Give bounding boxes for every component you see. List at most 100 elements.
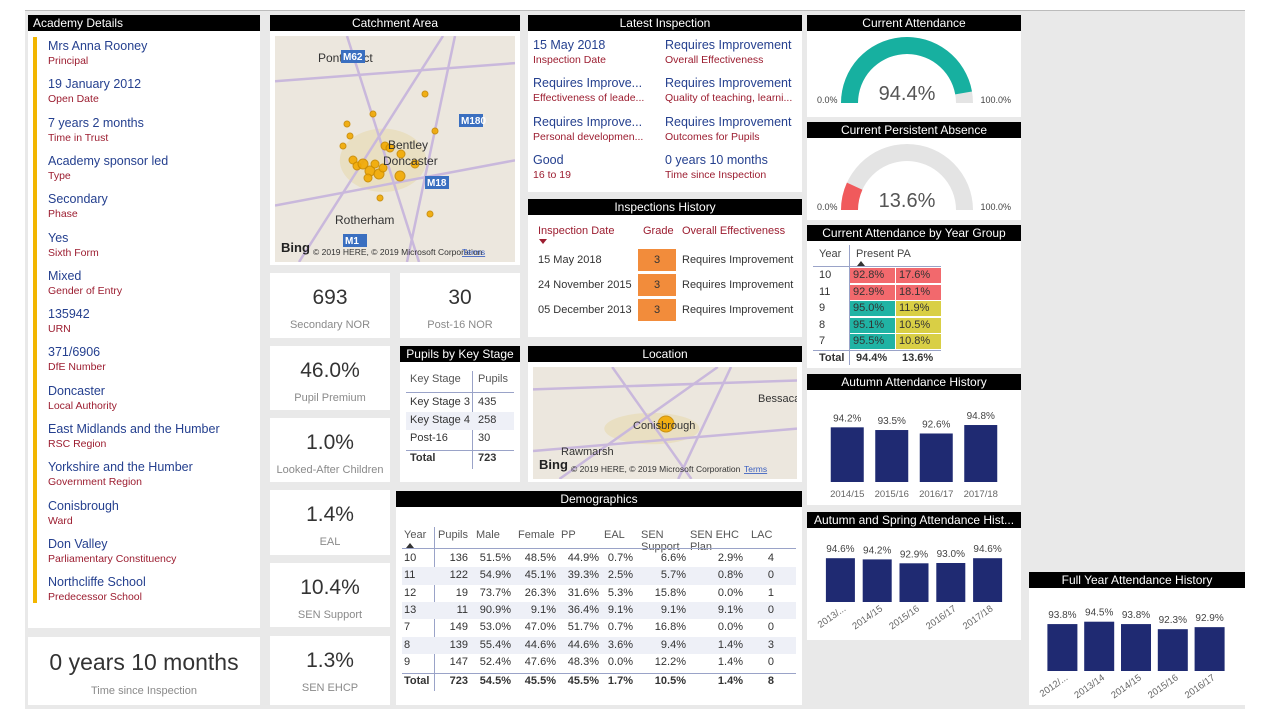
school-dot: [339, 142, 347, 150]
detail-label: DfE Number: [48, 361, 106, 374]
table-cell: 54.9%: [479, 569, 511, 582]
bar: [1084, 621, 1115, 671]
inspection-label: Quality of teaching, learni...: [665, 92, 793, 105]
total-cell: 1.7%: [607, 675, 633, 688]
value-label: 94.6%: [826, 544, 854, 555]
heat-cell: 95.0%: [850, 301, 895, 316]
school-dot: [370, 159, 380, 169]
bar: [964, 425, 998, 482]
table-cell: 10: [819, 269, 832, 281]
road-shield: [425, 176, 449, 189]
table-cell: 4: [767, 552, 774, 564]
detail-value: Don Valley: [48, 536, 108, 551]
column-header: EAL: [604, 529, 625, 541]
table-cell: 51.7%: [567, 621, 599, 634]
column-header: Key Stage: [410, 373, 461, 385]
column-header: Present: [856, 248, 894, 260]
table-cell: 435: [478, 396, 497, 408]
kpi-label: Post-16 NOR: [427, 319, 493, 331]
panel: Catchment AreaPontefractBentleyDoncaster…: [270, 15, 520, 265]
column-header: Pupils: [438, 529, 468, 541]
bar: [830, 427, 864, 482]
column-rule: [849, 245, 850, 365]
sort-arrow: [406, 543, 414, 548]
table-cell: 90.9%: [479, 603, 511, 616]
value-label: 92.9%: [900, 549, 928, 560]
kpi-label: Looked-After Children: [276, 464, 384, 476]
value-label: 93.0%: [937, 549, 965, 560]
map-terms[interactable]: Terms: [744, 464, 767, 474]
kpi-value: 10.4%: [300, 576, 360, 599]
detail-label: RSC Region: [48, 438, 107, 450]
heat-cell: 10.5%: [896, 317, 941, 333]
detail-value: East Midlands and the Humber: [48, 422, 220, 436]
table-cell: 48.5%: [524, 552, 556, 564]
column-header: Year: [819, 248, 842, 260]
heat-cell: 95.1%: [850, 317, 895, 333]
bar-chart: 94.6% 2013/... 94.2% 2014/15 92.9% 2015/16 93.…: [816, 544, 1003, 632]
school-dot: [369, 110, 377, 118]
map-logo: Bing: [539, 457, 568, 472]
inspection-value: 0 years 10 months: [665, 152, 768, 167]
effectiveness: Requires Improvement: [682, 304, 794, 316]
kpi-label: SEN EHCP: [301, 682, 359, 694]
panel: Inspections History Inspection Date Grade O…: [528, 199, 802, 337]
map-copyright: © 2019 HERE, © 2019 Microsoft Corporatio…: [313, 247, 483, 257]
road: [275, 159, 515, 207]
table-cell: 11: [404, 569, 416, 582]
road: [533, 379, 797, 391]
inspection-value: Requires Improvement: [665, 76, 792, 91]
map-terms[interactable]: Terms: [462, 247, 485, 257]
table-cell: 1.4%: [717, 638, 743, 651]
total-rule: [402, 673, 796, 675]
table-cell: 2.5%: [607, 569, 633, 582]
table-cell: 31.6%: [567, 586, 599, 599]
detail-value: Yes: [48, 230, 69, 245]
panel-header: Current Attendance by Year Group: [807, 225, 1021, 241]
panel-header: Latest Inspection: [528, 15, 802, 31]
inspection-value: Good: [533, 152, 564, 167]
table-cell: 136: [449, 552, 468, 564]
total-cell: 13.6%: [902, 352, 934, 364]
column-header: LAC: [751, 529, 773, 541]
table-cell: 47.0%: [524, 621, 556, 634]
bar: [875, 430, 909, 482]
sort-arrow: [857, 261, 865, 266]
panel: 1.3% SEN EHCP: [270, 636, 390, 705]
category-label: 2013/...: [816, 603, 848, 630]
total-cell: 723: [449, 675, 468, 688]
school-dot: [343, 120, 351, 128]
bar: [1157, 629, 1188, 671]
bar-chart: 93.8% 2012/... 94.5% 2013/14 93.8% 2014/15 92.…: [1038, 608, 1225, 701]
panel: Current Attendance 94.4% 0.0% 100.0%: [807, 15, 1021, 117]
map: PontefractBentleyDoncasterRotherhamM62M1…: [275, 36, 515, 262]
table-cell: 19: [455, 586, 468, 599]
kpi-label: EAL: [319, 536, 341, 548]
panel: Current Persistent Absence 13.6% 0.0% 100.0…: [807, 122, 1021, 220]
table-cell: 73.7%: [479, 586, 511, 599]
table-cell: 1: [767, 586, 774, 599]
bar: [825, 558, 855, 602]
school-dot: [426, 210, 434, 218]
detail-value: Northcliffe School: [48, 575, 146, 590]
inspection-value: Requires Improve...: [533, 114, 643, 129]
school-dot: [346, 132, 354, 140]
column-header: Pupils: [478, 373, 508, 385]
panel: 30 Post-16 NOR: [400, 273, 520, 338]
urban-area: [604, 412, 700, 445]
total-cell: 94.4%: [856, 352, 888, 364]
table-cell: 9: [404, 655, 411, 668]
road-shield: [343, 234, 367, 247]
total-cell: 45.5%: [524, 675, 556, 688]
heat-cell: 92.9%: [850, 284, 895, 300]
inspection-label: 16 to 19: [533, 168, 571, 181]
school-dot: [357, 158, 369, 170]
table-cell: 30: [478, 432, 491, 444]
detail-label: Predecessor School: [48, 591, 142, 604]
heat-cell: 95.5%: [850, 334, 895, 349]
row-shade: [402, 636, 796, 654]
school-dot: [396, 149, 406, 159]
detail-value: Mixed: [48, 268, 82, 283]
kpi-label: Pupil Premium: [294, 392, 366, 404]
